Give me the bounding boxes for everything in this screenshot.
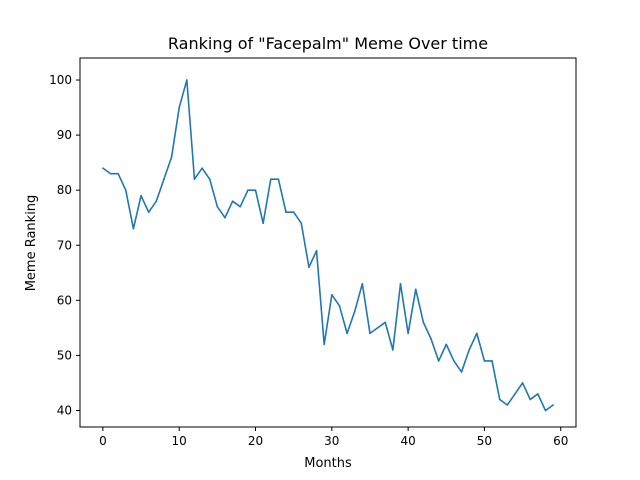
x-tick-label: 60 [553,434,568,448]
y-tick-label: 100 [49,73,72,87]
data-point [224,216,226,219]
data-point [155,200,158,202]
data-point [178,106,180,109]
data-point [552,404,554,406]
x-tick-label: 20 [248,434,263,448]
y-tick-label: 90 [57,128,72,142]
data-point [170,156,173,158]
data-point [353,310,356,313]
x-axis-label: Months [304,456,352,471]
data-point [102,167,104,169]
data-point [231,200,234,202]
data-point [292,211,295,214]
data-point [430,338,432,340]
data-point [323,343,325,346]
data-point [201,167,203,169]
data-point [308,266,310,269]
data-point [453,360,455,362]
data-point [262,222,264,225]
x-axis: 0 10 20 30 40 50 60 [99,427,568,448]
data-point [315,249,318,252]
x-tick-label: 30 [324,434,339,448]
data-point [529,398,532,401]
y-tick-label: 50 [57,348,72,362]
data-point [208,178,211,180]
data-point [300,222,303,225]
x-tick-label: 50 [477,434,492,448]
data-point [254,189,257,191]
data-point [147,211,150,214]
y-tick-label: 80 [57,183,72,197]
data-point [140,194,142,197]
data-point [193,178,196,180]
data-point [392,349,394,351]
y-tick-label: 70 [57,238,72,252]
data-point [399,283,402,285]
y-axis: 40 50 60 70 80 90 100 [49,73,80,417]
data-point [491,360,493,362]
data-point [216,205,219,208]
data-point [498,398,501,401]
data-point [132,227,135,230]
data-point [521,382,524,384]
data-point [514,393,516,395]
data-point [163,178,165,180]
data-point [109,172,112,175]
data-point [124,189,127,191]
y-tick-label: 40 [57,403,72,417]
data-point [277,178,280,180]
axes-frame [79,57,577,428]
data-point [414,288,417,291]
data-point [445,343,448,346]
data-point [437,360,440,362]
data-point [369,332,371,335]
x-tick-label: 40 [400,434,415,448]
data-point [331,294,333,296]
series-line [102,79,554,412]
data-point [239,205,242,208]
data-point [483,360,486,362]
data-point [338,305,341,307]
x-tick-label: 10 [172,434,187,448]
chart-title: Ranking of "Facepalm" Meme Over time [168,34,488,53]
y-axis-label: Meme Ranking [24,195,39,292]
data-point [186,79,188,81]
data-point [460,371,463,373]
data-point [537,393,539,395]
data-point [376,327,379,329]
data-point [468,349,470,351]
plot-area [102,79,554,412]
data-point [361,283,364,285]
data-point [384,321,387,324]
data-point [506,404,509,406]
data-point [346,332,348,335]
data-point [476,332,478,335]
data-point [544,409,547,412]
data-point [247,189,249,191]
data-point [269,178,272,180]
x-tick-label: 0 [99,434,107,448]
y-tick-label: 60 [57,293,72,307]
data-point [422,321,425,324]
data-point [117,172,119,175]
data-point [407,332,409,335]
data-point [285,211,287,214]
